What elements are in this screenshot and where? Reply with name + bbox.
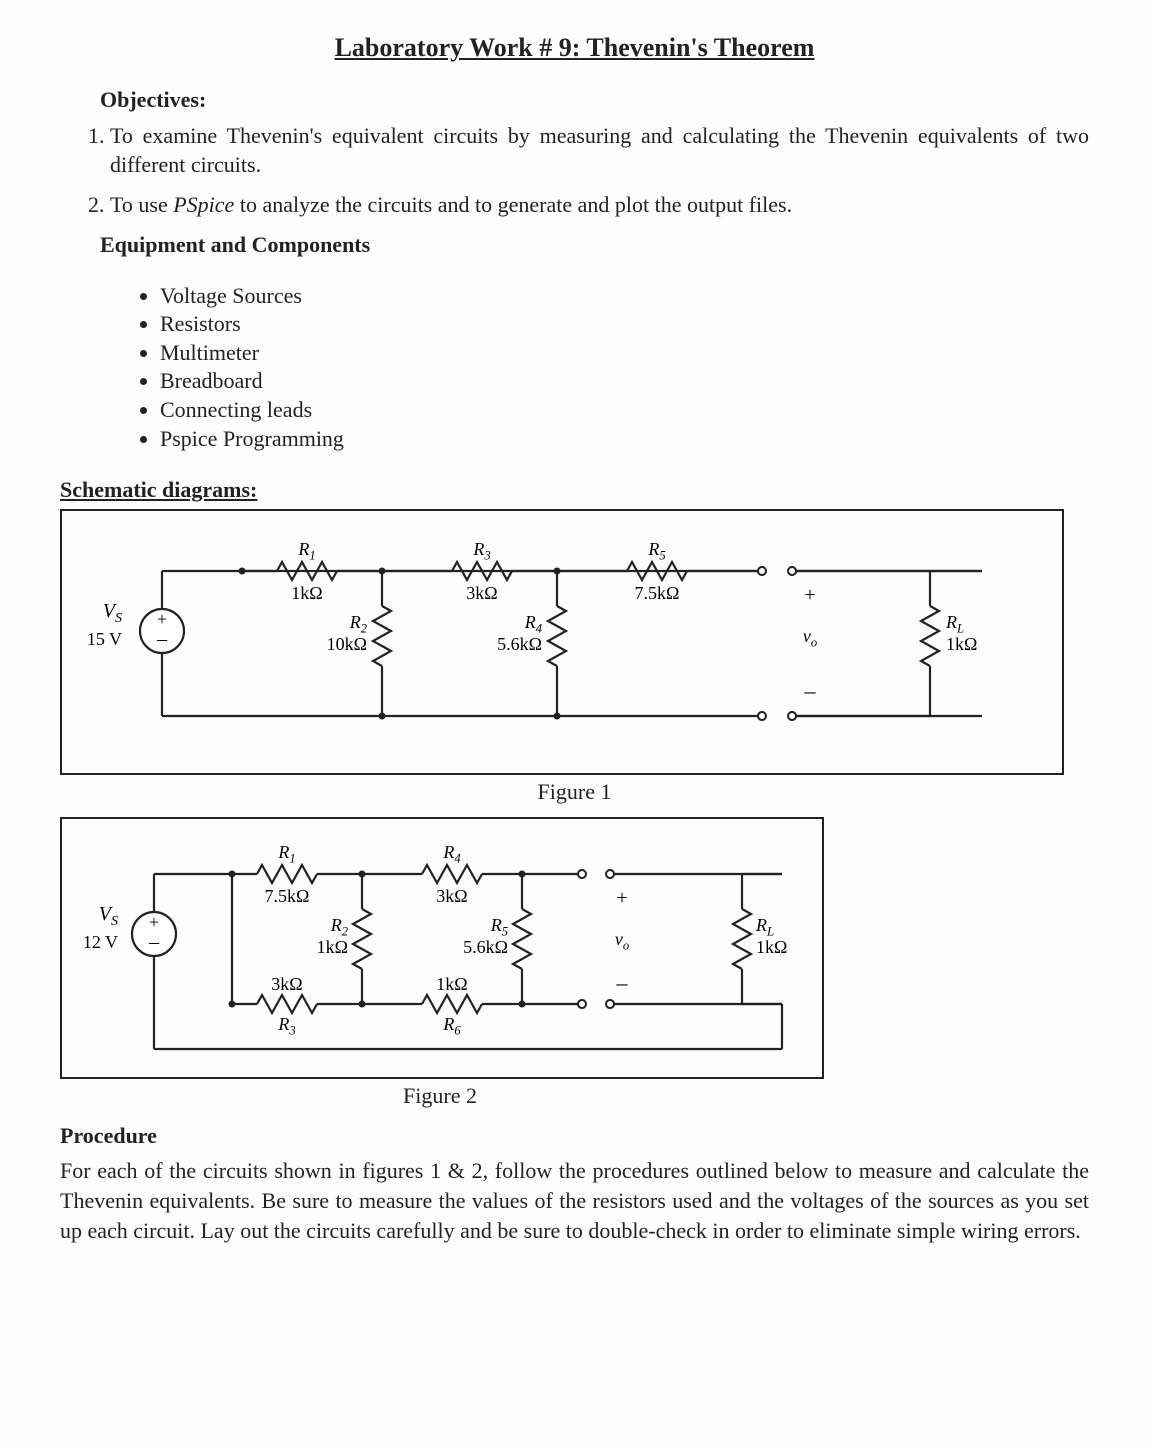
equip-item: Breadboard xyxy=(160,367,1089,396)
svg-text:1kΩ: 1kΩ xyxy=(317,937,348,957)
page-title: Laboratory Work # 9: Thevenin's Theorem xyxy=(60,30,1089,65)
figure-2-caption: Figure 2 xyxy=(60,1081,820,1111)
procedure-body: For each of the circuits shown in figure… xyxy=(60,1156,1089,1245)
objective-item: To use PSpice to analyze the circuits an… xyxy=(110,190,1089,220)
svg-text:vo: vo xyxy=(615,929,629,953)
svg-text:R5: R5 xyxy=(490,915,508,939)
svg-text:1kΩ: 1kΩ xyxy=(436,974,467,994)
svg-text:15 V: 15 V xyxy=(87,629,122,649)
svg-text:1kΩ: 1kΩ xyxy=(291,583,322,603)
svg-text:3kΩ: 3kΩ xyxy=(436,886,467,906)
figure-1-box: +–VS15 VR11kΩR33kΩR57.5kΩR210kΩR45.6kΩRL… xyxy=(60,509,1064,776)
equipment-heading: Equipment and Components xyxy=(100,230,1089,260)
equip-item: Pspice Programming xyxy=(160,425,1089,454)
equipment-list: Voltage Sources Resistors Multimeter Bre… xyxy=(120,282,1089,454)
svg-text:3kΩ: 3kΩ xyxy=(466,583,497,603)
svg-text:R1: R1 xyxy=(277,842,295,866)
equip-item: Connecting leads xyxy=(160,396,1089,425)
svg-text:+: + xyxy=(616,887,627,909)
svg-text:1kΩ: 1kΩ xyxy=(946,634,977,654)
svg-text:VS: VS xyxy=(99,903,118,929)
svg-text:R3: R3 xyxy=(277,1014,295,1038)
equip-item: Voltage Sources xyxy=(160,282,1089,311)
svg-text:7.5kΩ: 7.5kΩ xyxy=(265,886,310,906)
figure-1-svg: +–VS15 VR11kΩR33kΩR57.5kΩR210kΩR45.6kΩRL… xyxy=(62,511,1062,766)
objectives-heading: Objectives: xyxy=(100,85,1089,115)
svg-text:12 V: 12 V xyxy=(83,932,118,952)
figure-1-caption: Figure 1 xyxy=(60,777,1089,807)
objective-item: To examine Thevenin's equivalent circuit… xyxy=(110,121,1089,180)
svg-text:1kΩ: 1kΩ xyxy=(756,937,787,957)
figure-2-box: +–VS12 VR17.5kΩR43kΩ3kΩR31kΩR6R21kΩR55.6… xyxy=(60,817,824,1079)
svg-text:+: + xyxy=(149,912,159,932)
svg-text:–: – xyxy=(804,678,817,703)
svg-text:R2: R2 xyxy=(330,915,349,939)
procedure-heading: Procedure xyxy=(60,1121,1089,1151)
svg-text:–: – xyxy=(616,970,629,995)
svg-text:RL: RL xyxy=(945,612,964,636)
svg-text:R3: R3 xyxy=(472,539,490,563)
svg-text:+: + xyxy=(157,609,167,629)
svg-text:–: – xyxy=(156,628,168,650)
svg-text:3kΩ: 3kΩ xyxy=(271,974,302,994)
svg-text:vo: vo xyxy=(803,626,817,650)
svg-text:RL: RL xyxy=(755,915,774,939)
svg-text:R2: R2 xyxy=(349,612,368,636)
svg-text:5.6kΩ: 5.6kΩ xyxy=(463,937,508,957)
equip-item: Resistors xyxy=(160,310,1089,339)
equip-item: Multimeter xyxy=(160,339,1089,368)
svg-text:R4: R4 xyxy=(442,842,461,866)
objectives-list: To examine Thevenin's equivalent circuit… xyxy=(80,121,1089,220)
document-page: Laboratory Work # 9: Thevenin's Theorem … xyxy=(0,0,1149,1446)
svg-text:R1: R1 xyxy=(297,539,315,563)
figure-2-svg: +–VS12 VR17.5kΩR43kΩ3kΩR31kΩR6R21kΩR55.6… xyxy=(62,819,822,1069)
svg-text:VS: VS xyxy=(103,600,122,626)
svg-text:R4: R4 xyxy=(524,612,543,636)
svg-text:7.5kΩ: 7.5kΩ xyxy=(635,583,680,603)
svg-text:+: + xyxy=(804,584,815,606)
svg-text:R6: R6 xyxy=(442,1014,461,1038)
svg-text:10kΩ: 10kΩ xyxy=(327,634,367,654)
svg-text:5.6kΩ: 5.6kΩ xyxy=(497,634,542,654)
svg-text:–: – xyxy=(148,931,160,953)
svg-text:R5: R5 xyxy=(647,539,665,563)
schematics-heading: Schematic diagrams: xyxy=(60,475,1089,505)
